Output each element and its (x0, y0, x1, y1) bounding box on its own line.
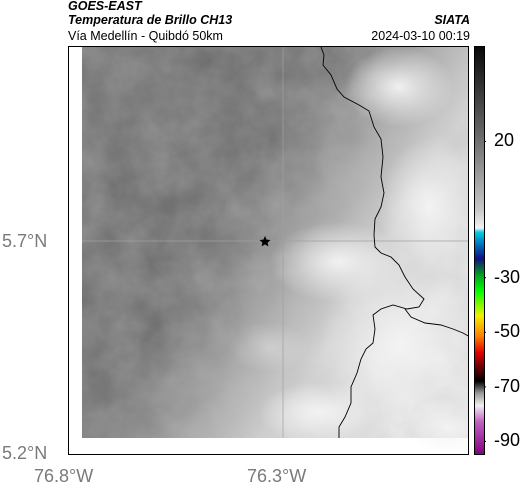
timestamp: 2024-03-10 00:19 (371, 29, 470, 43)
colorbar-tick-label: -90 (494, 430, 521, 451)
lat-tick-label: 5.7°N (2, 231, 48, 251)
brightness-temperature-map (69, 47, 468, 454)
cloud-field (82, 47, 468, 454)
colorbar-tick-label: 20 (494, 130, 515, 151)
product-title: Temperatura de Brillo CH13 (68, 13, 233, 27)
star-icon[interactable] (259, 236, 271, 247)
lat-tick-label: 5.2°N (2, 443, 48, 463)
lon-tick-label: 76.3°W (247, 466, 307, 486)
colorbar (474, 46, 486, 455)
colorbar-tick-label: -50 (494, 321, 521, 342)
colorbar-tick-label: -70 (494, 375, 521, 396)
department-border-branch (404, 308, 468, 337)
department-border-line (320, 47, 425, 438)
satellite-source: GOES-EAST (68, 0, 142, 13)
colorbar-ticks (485, 140, 486, 442)
organization-label: SIATA (434, 13, 470, 27)
colorbar-scale (474, 46, 485, 455)
lon-tick-label: 76.8°W (34, 466, 94, 486)
map-panel[interactable] (68, 46, 469, 455)
colorbar-tick-label: -30 (494, 266, 521, 287)
route-subtitle: Vía Medellín - Quibdó 50km (68, 29, 223, 43)
